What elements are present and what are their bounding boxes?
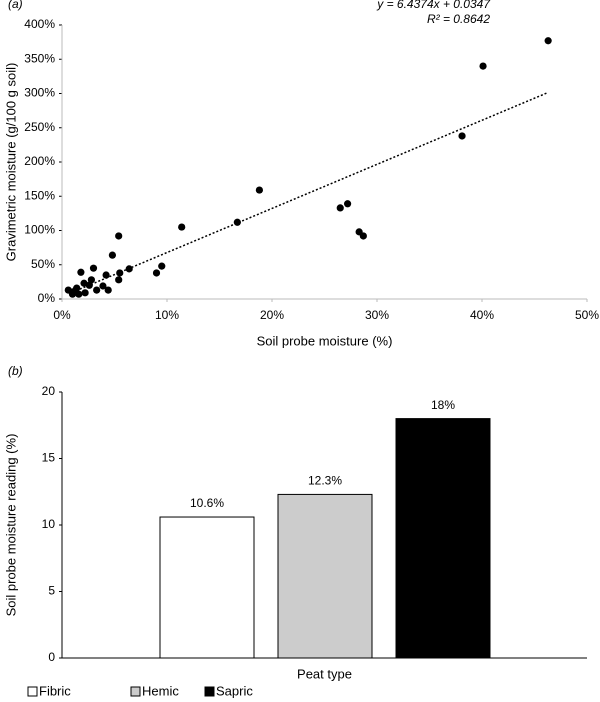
- bar: [159, 516, 255, 659]
- y-tick-label: 50%: [31, 257, 55, 271]
- x-tick-label: 40%: [470, 308, 494, 322]
- y-tick-label: 0%: [38, 291, 56, 305]
- point: [89, 264, 98, 272]
- y-axis-label: Soil probe moisture reading (%): [3, 434, 18, 617]
- value-label: 10.6%: [190, 496, 224, 510]
- point: [544, 37, 552, 45]
- point: [72, 286, 80, 294]
- point: [81, 289, 89, 297]
- x-tick-label: 30%: [365, 308, 389, 322]
- panel-label: (a): [8, 0, 23, 11]
- point: [115, 276, 123, 284]
- legend-swatch: [27, 686, 38, 697]
- bar: [395, 418, 491, 659]
- legend-label: Fibric: [39, 683, 71, 698]
- point: [104, 286, 112, 294]
- annotation: y = 6.4374x + 0.0347: [376, 0, 491, 11]
- panel-label: (b): [8, 364, 23, 378]
- y-tick-label: 350%: [24, 51, 55, 65]
- legend-label: Hemic: [142, 683, 179, 698]
- value-label: 18%: [431, 398, 455, 412]
- point: [336, 204, 344, 212]
- point: [93, 286, 101, 294]
- y-tick-label: 250%: [24, 120, 55, 134]
- y-axis-label: Gravimetric moisture (g/100 g soil): [3, 63, 18, 262]
- point: [87, 276, 95, 284]
- point: [108, 251, 116, 259]
- point: [77, 268, 85, 276]
- trendline: [72, 91, 549, 293]
- y-tick-label: 200%: [24, 154, 55, 168]
- point: [178, 223, 186, 231]
- point: [116, 269, 124, 277]
- point: [255, 186, 263, 194]
- y-tick-label: 300%: [24, 86, 55, 100]
- point: [233, 218, 241, 226]
- y-tick-label: 0: [48, 650, 55, 664]
- point: [125, 265, 133, 273]
- point: [152, 269, 161, 277]
- y-tick-label: 15: [42, 451, 56, 465]
- annotation: R² = 0.8642: [427, 12, 490, 26]
- point: [99, 282, 107, 290]
- y-tick-label: 400%: [24, 17, 55, 31]
- x-axis-label: Peat type: [297, 666, 352, 681]
- x-tick-label: 10%: [155, 308, 179, 322]
- legend-swatch: [130, 686, 141, 697]
- y-tick-label: 10: [42, 517, 56, 531]
- point: [158, 262, 166, 270]
- legend-label: Sapric: [216, 683, 253, 698]
- y-tick-label: 20: [42, 384, 56, 398]
- point: [458, 132, 466, 140]
- bar: [277, 493, 373, 659]
- x-tick-label: 0%: [53, 308, 71, 322]
- point: [359, 232, 367, 240]
- x-axis-label: Soil probe moisture (%): [257, 333, 393, 348]
- point: [115, 232, 123, 240]
- point: [344, 200, 352, 208]
- y-tick-label: 5: [48, 584, 55, 598]
- value-label: 12.3%: [308, 474, 342, 488]
- point: [479, 62, 487, 70]
- x-tick-label: 20%: [260, 308, 284, 322]
- point: [102, 271, 110, 279]
- x-tick-label: 50%: [575, 308, 599, 322]
- legend-swatch: [204, 686, 215, 697]
- y-tick-label: 150%: [24, 188, 55, 202]
- y-tick-label: 100%: [24, 223, 55, 237]
- point: [80, 279, 88, 287]
